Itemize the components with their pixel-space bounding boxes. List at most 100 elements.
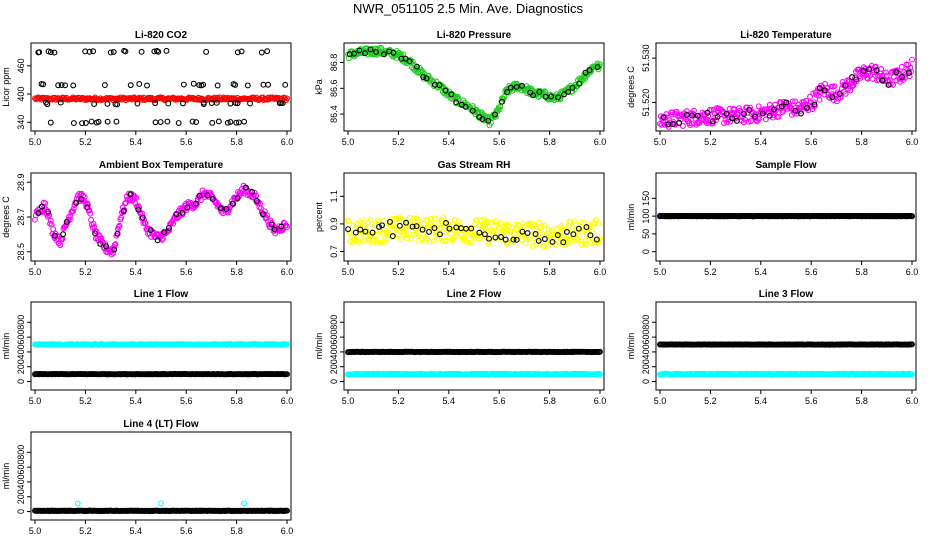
- plot-area: [32, 500, 290, 515]
- data-point: [529, 243, 536, 249]
- y-axis-label: ml/min: [314, 333, 324, 360]
- data-point: [506, 222, 513, 229]
- y-tick-label: 0: [16, 379, 26, 384]
- data-point: [284, 224, 290, 231]
- data-point: [730, 105, 737, 112]
- data-point: [778, 103, 785, 110]
- x-tick-label: 5.4: [755, 396, 768, 406]
- data-point: [345, 226, 352, 233]
- data-point: [233, 119, 240, 126]
- data-point: [592, 220, 599, 227]
- data-point: [721, 120, 727, 126]
- data-point: [658, 121, 665, 128]
- y-tick-label: 86.6: [329, 80, 339, 98]
- data-point: [136, 81, 143, 87]
- data-point: [755, 103, 762, 110]
- data-point: [90, 220, 97, 227]
- data-point: [114, 230, 121, 237]
- x-tick-label: 5.4: [130, 396, 143, 406]
- y-tick-label: 51.530: [641, 44, 651, 72]
- data-point: [687, 122, 693, 129]
- data-point: [385, 229, 392, 236]
- x-tick-label: 5.8: [543, 396, 556, 406]
- data-point: [88, 118, 95, 125]
- data-point: [454, 221, 461, 228]
- data-point: [224, 119, 231, 126]
- data-point: [142, 220, 149, 227]
- data-point: [154, 237, 161, 244]
- y-tick-label: 200: [16, 359, 26, 374]
- data-point: [488, 226, 495, 233]
- data-point: [356, 239, 363, 246]
- data-point: [783, 99, 790, 106]
- data-point: [905, 371, 912, 378]
- data-point: [114, 101, 121, 108]
- data-point: [397, 215, 404, 221]
- data-point: [770, 106, 777, 113]
- data-point: [436, 82, 443, 89]
- data-point: [170, 220, 177, 227]
- data-point: [364, 219, 371, 226]
- data-point: [214, 82, 221, 89]
- data-point: [396, 222, 403, 229]
- data-point: [127, 191, 134, 198]
- x-tick-label: 5.2: [79, 396, 92, 406]
- data-point: [271, 226, 278, 233]
- data-point: [469, 107, 476, 114]
- data-point: [362, 50, 369, 57]
- data-point: [660, 114, 667, 121]
- chart-title: Li-820 Pressure: [437, 30, 512, 41]
- data-point: [872, 63, 879, 70]
- data-point: [676, 119, 683, 126]
- data-point: [58, 236, 65, 243]
- data-point: [196, 82, 203, 89]
- data-point: [52, 232, 59, 239]
- data-point: [439, 237, 446, 244]
- chart-title: Ambient Box Temperature: [99, 160, 224, 171]
- data-point: [508, 228, 515, 235]
- x-tick-label: 5.8: [855, 137, 868, 147]
- y-axis-label: ml/min: [1, 463, 11, 490]
- data-point: [816, 96, 823, 103]
- data-point: [446, 225, 453, 232]
- chart-title: Li-820 Temperature: [740, 30, 832, 41]
- x-tick-label: 5.2: [704, 137, 717, 147]
- data-point: [860, 64, 867, 71]
- data-point: [387, 218, 393, 225]
- data-point: [803, 104, 810, 111]
- data-point: [565, 89, 572, 95]
- data-point: [260, 81, 267, 88]
- data-point: [538, 223, 545, 230]
- y-tick-label: 86.8: [329, 54, 339, 72]
- data-point: [144, 94, 151, 101]
- x-tick-label: 5.0: [29, 267, 42, 277]
- data-point: [544, 243, 551, 250]
- data-point: [36, 49, 43, 56]
- data-point: [530, 92, 536, 99]
- data-point: [78, 196, 85, 203]
- data-point: [50, 226, 57, 233]
- data-point: [816, 85, 823, 92]
- data-point: [209, 195, 216, 202]
- data-point: [367, 46, 374, 53]
- data-point: [572, 220, 579, 227]
- data-point: [502, 236, 509, 243]
- x-tick-label: 5.6: [180, 396, 193, 406]
- data-point: [883, 72, 890, 79]
- y-tick-label: 600: [641, 330, 651, 345]
- x-tick-label: 5.8: [543, 137, 556, 147]
- data-point: [90, 48, 97, 55]
- data-point: [536, 88, 543, 95]
- data-point: [705, 112, 712, 119]
- data-point: [74, 500, 81, 507]
- x-tick-label: 5.2: [79, 267, 92, 277]
- data-point: [104, 100, 111, 107]
- data-point: [752, 111, 759, 118]
- data-point: [468, 239, 475, 246]
- y-tick-label: 600: [16, 330, 26, 345]
- y-tick-label: 1.1: [329, 190, 339, 203]
- data-point: [879, 77, 886, 84]
- data-point: [532, 231, 539, 237]
- x-tick-label: 5.4: [443, 396, 456, 406]
- data-point: [406, 58, 413, 65]
